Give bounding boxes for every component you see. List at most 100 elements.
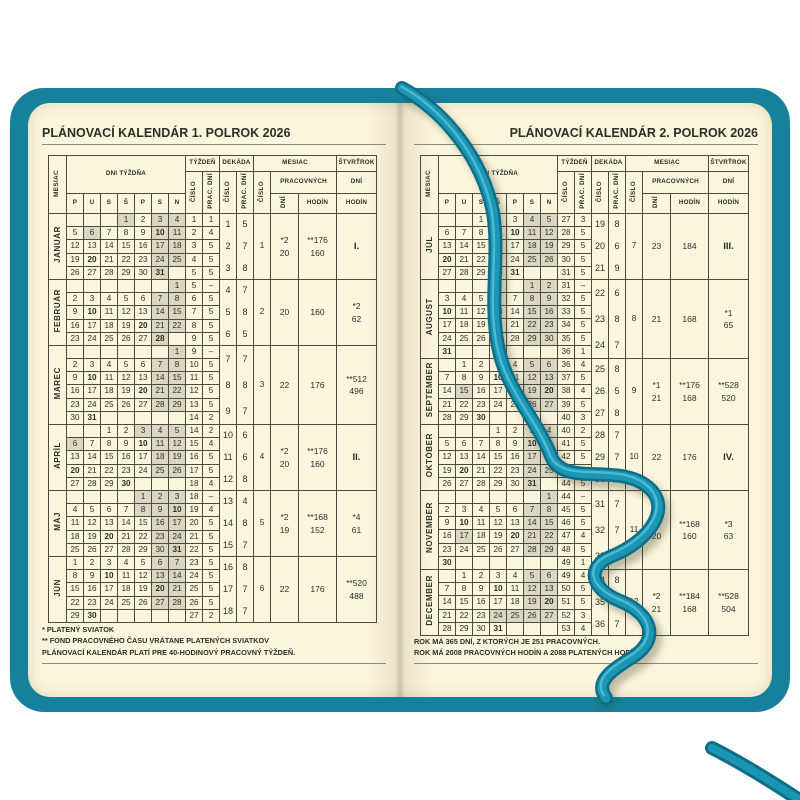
- tyzden-cislo-header-label: ČÍSLO: [189, 180, 197, 202]
- tyzden-cislo-header: ČÍSLO: [185, 171, 203, 214]
- footnote-rule: [414, 663, 758, 664]
- day-cell: 2: [151, 489, 169, 505]
- tyzden-prac-dni-header-label: PRAC. DNÍ: [578, 173, 586, 210]
- day-cell: 25: [506, 397, 524, 412]
- day-cell: 2: [489, 212, 507, 228]
- day-cell: 15: [168, 305, 186, 320]
- day-cell: [83, 212, 101, 228]
- decade-number: 25: [594, 364, 605, 375]
- week-row: 16 17 18 19 20 21 22 12 5: [49, 384, 377, 399]
- day-cell: 28: [100, 265, 118, 281]
- day-cell: [438, 357, 456, 373]
- day-cell: [151, 608, 169, 624]
- day-cell: 26: [66, 265, 84, 281]
- week-workdays: 4: [202, 503, 220, 518]
- week-number: 53: [557, 621, 575, 637]
- decade-number: 11: [223, 451, 233, 462]
- week-row: 13 14 15 16 17 18 19 16 5: [49, 450, 377, 465]
- week-number: 33: [557, 305, 575, 320]
- day-cell: 15: [134, 516, 152, 531]
- month-days-pair: 21: [644, 281, 670, 358]
- day-cell: 7: [168, 555, 186, 571]
- day-cell: 24: [83, 397, 101, 412]
- day-cell: 14: [523, 516, 541, 531]
- week-row: NOVEMBER 1 44–31 32 33 7 7 6 11 *1 20 **168 160 *3 63: [420, 489, 749, 570]
- month-hours-value: 152: [310, 524, 325, 535]
- day-cell: 20: [134, 384, 152, 399]
- month-label-text: AUGUST: [424, 298, 434, 336]
- day-cell: 19: [489, 529, 507, 544]
- day-cell: 17: [523, 450, 541, 465]
- day-cell: 22: [455, 397, 473, 412]
- day-cell: 21: [523, 529, 541, 544]
- month-label-text: OKTÓBER: [424, 433, 434, 478]
- day-cell: 2: [472, 568, 490, 584]
- day-cell: 29: [472, 265, 490, 281]
- day-cell: 14: [151, 371, 169, 386]
- week-workdays: 3: [574, 608, 592, 623]
- day-cell: 19: [134, 582, 152, 597]
- month-hours: 184: [670, 213, 709, 280]
- week-number: 14: [185, 423, 203, 439]
- day-cell: [506, 278, 524, 294]
- weekday-letter-5: S: [523, 193, 541, 214]
- day-cell: [83, 344, 101, 360]
- month-hours-value: 176: [310, 584, 325, 595]
- day-cell: 13: [100, 516, 118, 531]
- week-workdays: 5: [574, 252, 592, 267]
- week-workdays: 5: [574, 437, 592, 452]
- decade-workdays: 7 8 7: [236, 345, 254, 425]
- day-cell: 21: [472, 463, 490, 478]
- day-cell: 18: [472, 529, 490, 544]
- day-cell: 16: [540, 305, 558, 320]
- day-cell: 15: [168, 371, 186, 386]
- week-workdays: 1: [574, 344, 592, 360]
- week-number: 16: [185, 450, 203, 465]
- quarter-days-value: 63: [723, 531, 734, 541]
- day-cell: 30: [151, 542, 169, 558]
- quarter-days-value: 61: [351, 524, 362, 535]
- week-number: 17: [185, 463, 203, 478]
- weekday-letter-6: N: [540, 193, 558, 214]
- month-label: DECEMBER: [420, 569, 439, 636]
- planning-calendar-table-h2: MESIAC DNI TÝŽDŇA TÝŽDEŇ DEKÁDA MESIAC ŠTVRŤR…: [420, 155, 749, 637]
- title-rule: [42, 144, 386, 145]
- day-cell: 29: [66, 608, 84, 624]
- day-cell: 24: [438, 331, 456, 346]
- day-cell: [66, 344, 84, 360]
- day-cell: 17: [83, 318, 101, 333]
- day-cell: [523, 265, 541, 281]
- day-cell: 4: [117, 555, 135, 571]
- month-days-pair: *1 21: [644, 360, 670, 424]
- day-cell: [472, 423, 490, 439]
- month-hours-pair: **184 168: [672, 571, 708, 635]
- quarter-hours-value: **528: [718, 380, 739, 390]
- month-days: *2 19: [270, 490, 299, 557]
- day-cell: 3: [506, 212, 524, 228]
- decade-numbers: 13 14 15: [219, 490, 237, 557]
- day-cell: 22: [489, 463, 507, 478]
- month-label: MAREC: [48, 345, 67, 425]
- day-cell: 16: [472, 384, 490, 399]
- day-cell: 12: [117, 305, 135, 320]
- day-cell: 9: [438, 516, 456, 531]
- mesiac-pracovnych-header: PRACOVNÝCH: [642, 171, 709, 194]
- quarter-cell: III.: [708, 213, 749, 280]
- week-workdays: 5: [202, 463, 220, 478]
- month-days-value: 21: [651, 392, 662, 403]
- decade-numbers-stack: 7 8 9: [221, 347, 236, 424]
- month-label: APRÍL: [48, 424, 67, 491]
- day-cell: [151, 410, 169, 426]
- decade-workdays: 4 8 7: [236, 490, 254, 557]
- day-cell: 2: [83, 555, 101, 571]
- day-cell: 30: [117, 476, 135, 492]
- day-cell: 12: [83, 516, 101, 531]
- decade-workdays-value: 7: [242, 240, 248, 251]
- week-workdays: 5: [202, 450, 220, 465]
- week-number: 52: [557, 608, 575, 623]
- month-days-value: 20: [279, 307, 290, 318]
- month-days-value: *2: [652, 591, 661, 601]
- day-cell: [523, 489, 541, 505]
- ribbon-tail: [705, 741, 800, 800]
- month-number: 3: [253, 345, 271, 425]
